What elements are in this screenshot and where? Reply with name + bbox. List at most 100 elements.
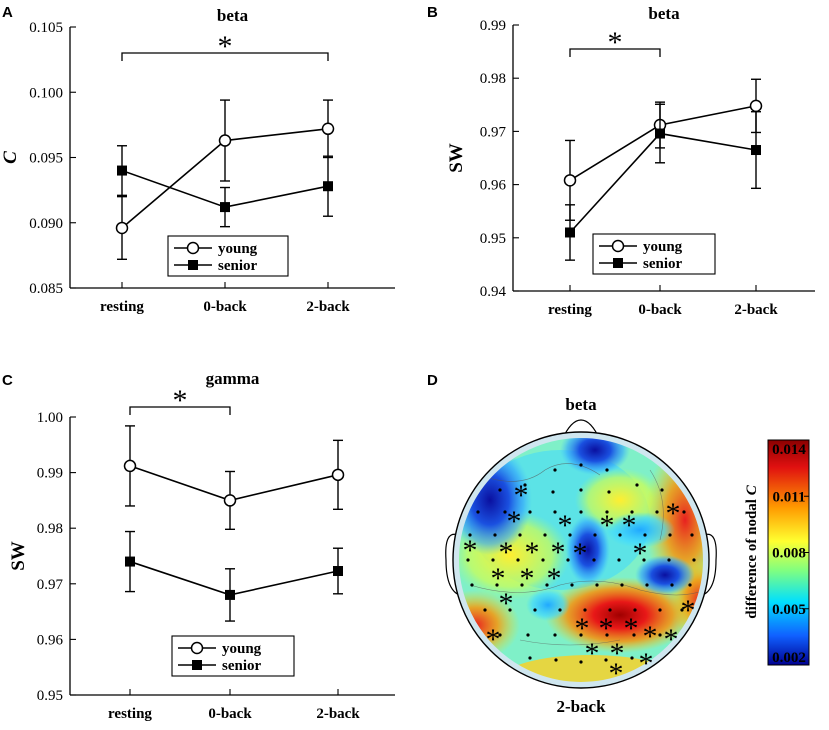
chart-title-a: beta bbox=[217, 6, 249, 25]
x-tick-label: 0-back bbox=[203, 299, 247, 315]
electrode-significance-star: * bbox=[681, 594, 696, 627]
data-point-senior bbox=[751, 145, 761, 156]
electrode-significance-star: * bbox=[507, 505, 522, 538]
electrode-significance-star: * bbox=[463, 534, 478, 567]
electrode-dot bbox=[495, 583, 499, 587]
electrode-dot bbox=[543, 533, 547, 537]
y-axis-label-c: SW bbox=[8, 541, 29, 571]
electrode-dot bbox=[523, 483, 527, 487]
colorbar-tick-label: 0.002 bbox=[772, 650, 806, 666]
colorbar-tick-label: 0.005 bbox=[772, 602, 806, 618]
y-tick-label: 0.95 bbox=[480, 231, 506, 247]
head-rim bbox=[453, 432, 709, 688]
electrode-dot bbox=[545, 583, 549, 587]
chart-panel-a: beta 0.085 0.090 0.095 0.100 0.105 resting 0-ba… bbox=[0, 6, 395, 315]
legend-label-senior: senior bbox=[643, 256, 683, 272]
electrode-significance-star: * bbox=[624, 612, 639, 645]
panel-label-a: A bbox=[2, 4, 13, 21]
significance-bracket bbox=[569, 48, 661, 57]
electrode-dot bbox=[468, 533, 472, 537]
electrode-dot bbox=[668, 533, 672, 537]
y-tick-label: 0.99 bbox=[37, 466, 63, 482]
electrode-dot bbox=[595, 583, 599, 587]
data-point-senior bbox=[225, 589, 235, 600]
electrode-dot bbox=[658, 633, 662, 637]
y-axis-label-a: C bbox=[0, 151, 21, 164]
electrode-dot bbox=[568, 533, 572, 537]
electrode-dot bbox=[645, 583, 649, 587]
electrode-significance-star: * bbox=[633, 537, 648, 570]
electrode-dot bbox=[607, 490, 611, 494]
electrode-dot bbox=[553, 633, 557, 637]
y-tick-label: 0.085 bbox=[29, 281, 63, 297]
electrode-significance-star: * bbox=[609, 657, 624, 690]
data-point-young bbox=[563, 174, 577, 187]
data-point-young bbox=[123, 459, 137, 473]
electrode-dot bbox=[655, 510, 659, 514]
colorbar-label-var: C bbox=[744, 484, 760, 495]
electrode-dot bbox=[605, 510, 609, 514]
electrode-dot bbox=[476, 510, 480, 514]
electrode-significance-star: * bbox=[491, 562, 506, 595]
electrode-dot bbox=[516, 558, 520, 562]
electrode-dot bbox=[470, 583, 474, 587]
legend-marker-senior bbox=[188, 260, 198, 270]
electrode-significance-star: * bbox=[551, 536, 566, 569]
data-point-young bbox=[321, 122, 335, 136]
x-tick-label: resting bbox=[548, 302, 592, 318]
y-tick-label: 0.095 bbox=[29, 151, 63, 167]
data-point-senior bbox=[220, 202, 230, 213]
electrode-dot bbox=[579, 660, 583, 664]
electrode-dot bbox=[498, 633, 502, 637]
chart-panel-b: beta 0.94 0.95 0.96 0.97 0.98 0.99 resting 0-bac… bbox=[446, 4, 815, 318]
series-line-senior bbox=[129, 560, 339, 596]
legend-label-young: young bbox=[218, 241, 258, 257]
y-tick-label: 0.090 bbox=[29, 216, 63, 232]
legend-label-senior: senior bbox=[222, 658, 262, 674]
electrode-dot bbox=[605, 633, 609, 637]
y-tick-label: 0.98 bbox=[480, 71, 506, 87]
significance-star: * bbox=[173, 384, 188, 417]
topo-footer: 2-back bbox=[556, 697, 606, 716]
electrode-significance-star: * bbox=[639, 647, 654, 680]
head-outline bbox=[452, 431, 710, 689]
x-tick-label: resting bbox=[108, 706, 152, 722]
colorbar-label-prefix: difference of nodal bbox=[744, 495, 760, 618]
electrode-dot bbox=[670, 583, 674, 587]
x-tick-label: resting bbox=[100, 299, 144, 315]
chart-title-c: gamma bbox=[206, 369, 260, 388]
electrode-dot bbox=[643, 533, 647, 537]
topography-panel-d: beta bbox=[445, 395, 810, 716]
legend-marker-young bbox=[190, 641, 204, 655]
electrode-dot bbox=[520, 583, 524, 587]
electrode-dot bbox=[692, 558, 696, 562]
electrode-dot bbox=[570, 583, 574, 587]
panel-label-b: B bbox=[427, 4, 438, 21]
electrode-dot bbox=[690, 533, 694, 537]
electrode-dot bbox=[630, 656, 634, 660]
electrode-significance-star: * bbox=[547, 562, 562, 595]
y-tick-label: 0.95 bbox=[37, 688, 63, 704]
colorbar-tick-label: 0.011 bbox=[773, 489, 806, 505]
x-tick-label: 0-back bbox=[208, 706, 252, 722]
x-tick-label: 2-back bbox=[734, 302, 778, 318]
electrode-dot bbox=[680, 608, 684, 612]
topo-title: beta bbox=[565, 395, 597, 414]
electrode-dot bbox=[541, 558, 545, 562]
electrode-dot bbox=[566, 558, 570, 562]
electrode-dot bbox=[658, 608, 662, 612]
electrode-dot bbox=[617, 558, 621, 562]
y-tick-label: 0.99 bbox=[480, 18, 506, 34]
colorbar-tick-label: 0.014 bbox=[772, 442, 806, 458]
electrode-dot bbox=[508, 608, 512, 612]
electrode-dot bbox=[618, 533, 622, 537]
panel-label-c: C bbox=[2, 372, 13, 389]
significance-stars: ** * *** * ** * ** ** * * * ** * * *** *** bbox=[463, 479, 696, 690]
series-line-young bbox=[569, 105, 757, 182]
significance-star: * bbox=[218, 30, 233, 63]
x-tick-label: 2-back bbox=[316, 706, 360, 722]
electrode-dot bbox=[466, 558, 470, 562]
electrode-dot bbox=[667, 558, 671, 562]
electrode-dot bbox=[660, 488, 664, 492]
